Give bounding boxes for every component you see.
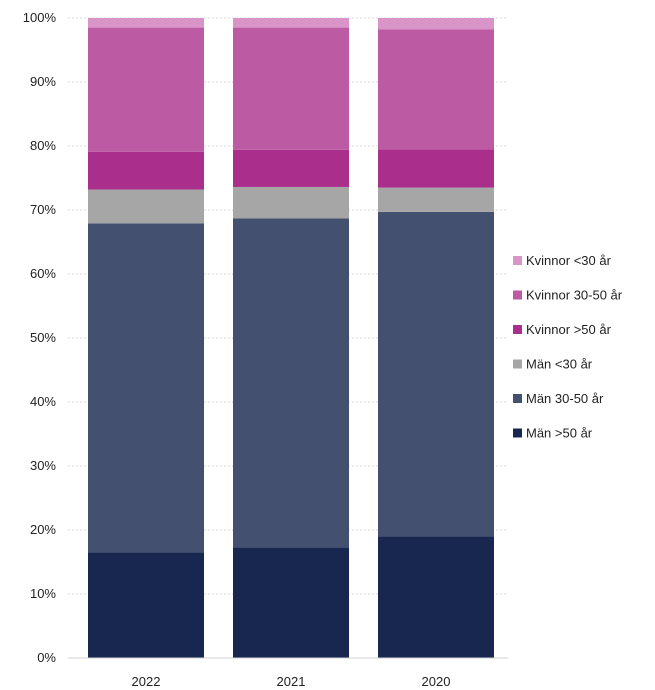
legend-swatch-m-n-30-r — [513, 359, 522, 369]
bar-segment-m-n-50-r-2020 — [378, 536, 494, 658]
y-tick-label: 60% — [30, 266, 56, 281]
y-tick-label: 10% — [30, 586, 56, 601]
x-tick-label: 2020 — [422, 674, 451, 689]
bar-segment-kvinnor-30-50-r-2022 — [88, 27, 204, 152]
y-tick-label: 100% — [23, 10, 57, 25]
bar-segment-m-n-30-r-2020 — [378, 187, 494, 212]
bar-segment-kvinnor-50-r-2022 — [88, 151, 204, 190]
y-tick-label: 70% — [30, 202, 56, 217]
legend-swatch-m-n-50-r — [513, 428, 522, 438]
legend: Kvinnor <30 år Kvinnor 30-50 år Kvinnor >5… — [513, 253, 623, 441]
y-tick-label: 0% — [37, 650, 56, 665]
y-tick-label: 30% — [30, 458, 56, 473]
bar-segment-m-n-50-r-2022 — [88, 552, 204, 658]
bar-segment-m-n-30-50-r-2020 — [378, 211, 494, 537]
x-axis: 2022 2021 2020 — [68, 657, 508, 689]
bar-segment-m-n-30-50-r-2021 — [233, 218, 349, 548]
x-tick-label: 2021 — [277, 674, 306, 689]
bar-segment-kvinnor-50-r-2020 — [378, 149, 494, 188]
bar-segment-kvinnor-30-r-2022 — [88, 18, 204, 28]
y-axis: 0% 10% 20% 30% 40% 50% 60% 70% 80% 90% 100% — [23, 10, 57, 665]
y-tick-label: 20% — [30, 522, 56, 537]
legend-label: Män >50 år — [526, 426, 593, 441]
legend-label: Män 30-50 år — [526, 391, 604, 406]
bar-segment-kvinnor-30-r-2021 — [233, 18, 349, 28]
legend-label: Män <30 år — [526, 357, 593, 372]
y-tick-label: 80% — [30, 138, 56, 153]
bar-segment-kvinnor-30-50-r-2021 — [233, 27, 349, 150]
bars — [88, 18, 494, 658]
y-tick-label: 40% — [30, 394, 56, 409]
bar-segment-kvinnor-30-50-r-2020 — [378, 29, 494, 150]
bar-segment-m-n-30-50-r-2022 — [88, 223, 204, 553]
bar-segment-kvinnor-30-r-2020 — [378, 18, 494, 30]
legend-label: Kvinnor 30-50 år — [526, 288, 623, 303]
legend-swatch-kvinnor-50-r — [513, 325, 522, 334]
x-tick-label: 2022 — [132, 674, 161, 689]
y-tick-label: 50% — [30, 330, 56, 345]
legend-swatch-kvinnor-30-r — [513, 256, 522, 265]
bar-segment-m-n-30-r-2021 — [233, 186, 349, 219]
legend-swatch-m-n-30-50-r — [513, 394, 522, 403]
y-tick-label: 90% — [30, 74, 56, 89]
bar-segment-kvinnor-50-r-2021 — [233, 149, 349, 187]
bar-segment-m-n-30-r-2022 — [88, 189, 204, 224]
legend-label: Kvinnor <30 år — [526, 253, 612, 268]
legend-swatch-kvinnor-30-50-r — [513, 290, 522, 300]
legend-label: Kvinnor >50 år — [526, 322, 612, 337]
bar-segment-m-n-50-r-2021 — [233, 547, 349, 658]
